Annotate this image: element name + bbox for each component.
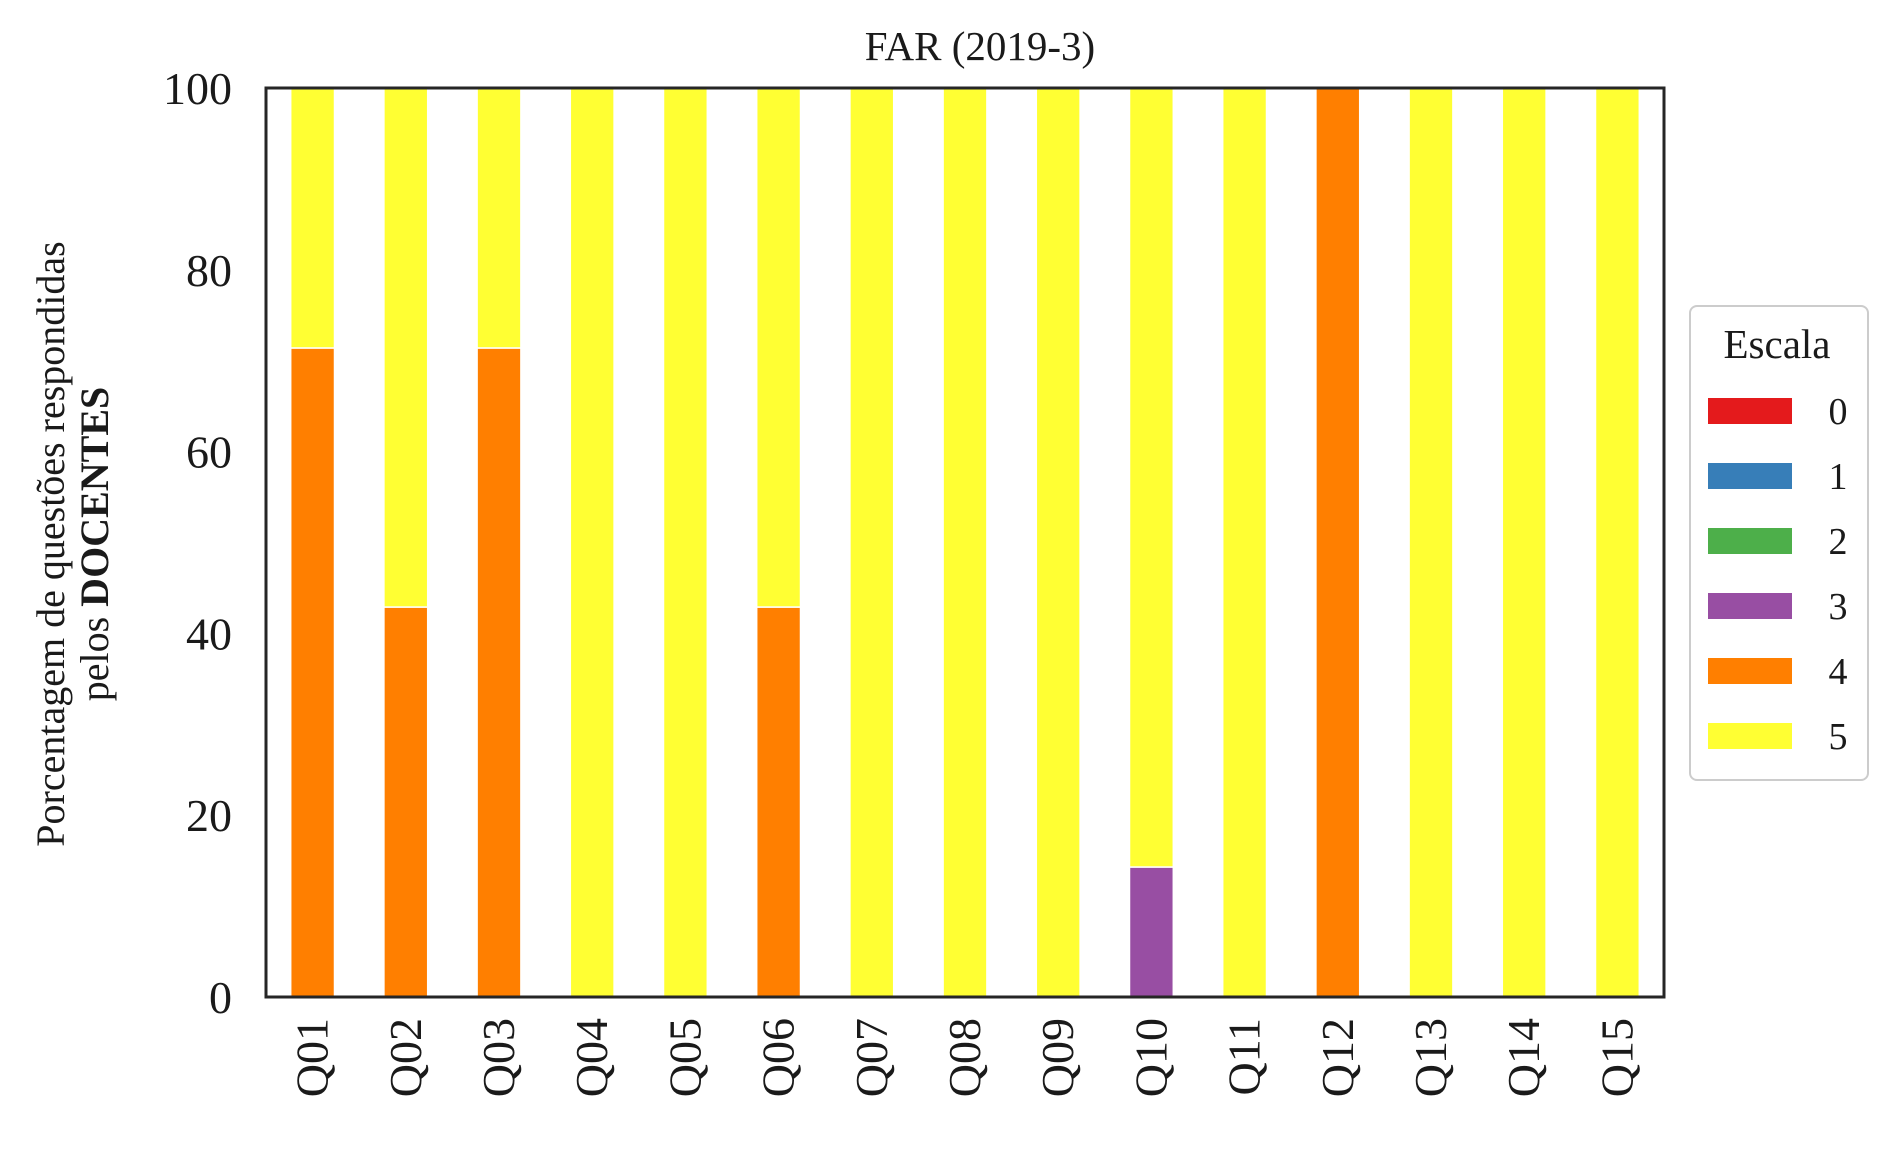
y-axis-label-prefix: pelos	[72, 607, 117, 701]
legend-label-5: 5	[1829, 716, 1848, 758]
legend-label-3: 3	[1829, 586, 1848, 628]
bar-Q03-escala-5	[476, 87, 522, 349]
y-tick-label-80: 80	[186, 245, 232, 296]
x-tick-label-Q03: Q03	[473, 1018, 524, 1097]
y-axis-label-bold: DOCENTES	[72, 387, 117, 607]
bar-Q07-escala-5	[849, 87, 895, 998]
y-axis-label-line2: pelos DOCENTES	[72, 387, 117, 702]
bar-Q11-escala-5	[1221, 87, 1268, 998]
x-tick-label-Q10: Q10	[1125, 1018, 1176, 1097]
x-tick-label-Q06: Q06	[753, 1018, 804, 1097]
chart-title: FAR (2019-3)	[865, 23, 1095, 69]
x-tick-label-Q07: Q07	[846, 1018, 897, 1097]
x-tick-label-Q12: Q12	[1312, 1018, 1363, 1097]
bar-Q01-escala-4	[289, 347, 336, 998]
bar-Q06-escala-5	[755, 87, 802, 608]
y-tick-label-20: 20	[186, 790, 232, 841]
y-tick-label-100: 100	[163, 63, 232, 114]
legend-label-2: 2	[1829, 521, 1848, 563]
x-tick-label-Q14: Q14	[1498, 1018, 1549, 1097]
legend-label-0: 0	[1829, 391, 1848, 433]
bar-Q03-escala-4	[476, 347, 522, 998]
legend-label-1: 1	[1829, 456, 1848, 498]
bar-Q06-escala-4	[755, 606, 802, 998]
legend-label-4: 4	[1829, 651, 1848, 693]
x-tick-label-Q02: Q02	[380, 1018, 431, 1097]
bar-Q12-escala-4	[1315, 87, 1361, 998]
x-tick-label-Q05: Q05	[659, 1018, 710, 1097]
bar-Q04-escala-5	[569, 87, 615, 998]
bar-Q10-escala-5	[1128, 87, 1175, 868]
legend-title: Escala	[1724, 321, 1831, 367]
x-tick-label-Q13: Q13	[1405, 1018, 1456, 1097]
legend: Escala 0 1 2 3 4 5	[1689, 305, 1869, 781]
y-axis-label: Porcentagem de questões respondidas pelo…	[28, 241, 117, 846]
y-tick-label-40: 40	[186, 608, 232, 659]
legend-swatch-5	[1708, 723, 1792, 749]
legend-swatch-4	[1708, 658, 1792, 684]
bar-Q08-escala-5	[942, 87, 988, 998]
x-axis-ticks: Q01 Q02 Q03 Q04 Q05 Q06 Q07 Q08 Q09 Q10 Q11 Q12 Q13 Q…	[287, 1018, 1643, 1097]
y-tick-label-0: 0	[209, 972, 232, 1023]
x-tick-label-Q08: Q08	[939, 1018, 990, 1097]
bar-Q02-escala-4	[383, 606, 429, 998]
plot-frame	[264, 86, 1666, 999]
x-tick-label-Q09: Q09	[1032, 1018, 1083, 1097]
bar-Q05-escala-5	[662, 87, 709, 998]
legend-swatch-3	[1708, 593, 1792, 619]
bar-Q09-escala-5	[1035, 87, 1081, 998]
legend-items: 0 1 2 3 4 5	[1708, 391, 1848, 758]
bar-Q10-escala-3	[1128, 866, 1175, 998]
x-tick-label-Q11: Q11	[1219, 1018, 1270, 1096]
legend-swatch-2	[1708, 528, 1792, 554]
bar-Q01-escala-5	[289, 87, 336, 349]
x-tick-label-Q15: Q15	[1591, 1018, 1642, 1097]
bar-Q02-escala-5	[383, 87, 429, 608]
x-tick-label-Q04: Q04	[566, 1018, 617, 1097]
x-tick-label-Q01: Q01	[287, 1018, 338, 1097]
y-axis-label-line1: Porcentagem de questões respondidas	[28, 241, 73, 846]
bar-Q14-escala-5	[1501, 87, 1547, 998]
legend-swatch-1	[1708, 463, 1792, 489]
bar-Q15-escala-5	[1594, 87, 1641, 998]
bar-Q13-escala-5	[1408, 87, 1454, 998]
y-tick-label-60: 60	[186, 427, 232, 478]
legend-swatch-0	[1708, 398, 1792, 424]
y-axis-ticks: 0 20 40 60 80 100	[163, 63, 232, 1023]
plot-area	[289, 87, 1641, 998]
